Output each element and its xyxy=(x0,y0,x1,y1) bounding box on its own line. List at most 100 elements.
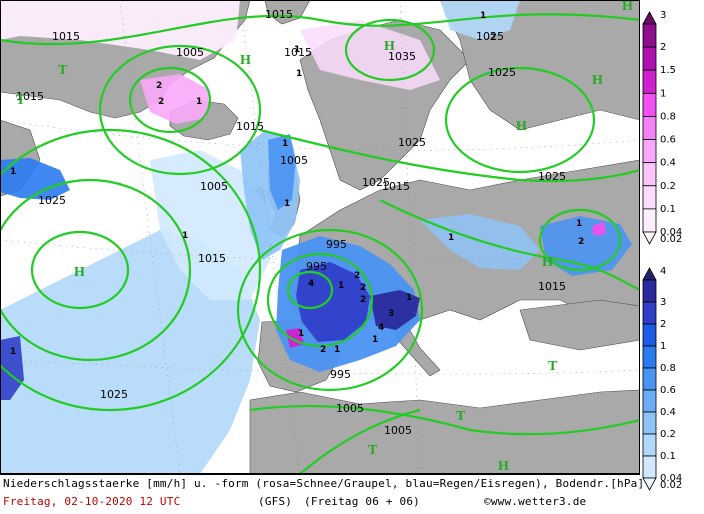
isobar-band-south xyxy=(299,408,421,474)
precip-label: 1 xyxy=(298,329,304,339)
isobar-band-north xyxy=(0,13,640,46)
snow-legend-label: 0.8 xyxy=(660,111,676,122)
rain-legend-swatch xyxy=(642,323,657,347)
snow-legend-top-arrow xyxy=(642,11,657,25)
low-marker: T xyxy=(548,359,558,374)
snow-legend-bottom-arrow xyxy=(642,231,657,245)
isobar-low-france-outer xyxy=(236,228,424,392)
rain-northeast xyxy=(440,0,520,40)
isobar-high-atlantic-outer xyxy=(0,128,262,412)
precip-label: 2 xyxy=(490,33,496,43)
isobar-label: 1015 xyxy=(52,30,80,43)
rain-west-edge xyxy=(0,336,24,400)
rain-legend-label: 4 xyxy=(660,266,666,277)
isobar-high-atlantic-inner xyxy=(30,230,130,310)
isobar-label: 1035 xyxy=(388,50,416,63)
precip-label: 3 xyxy=(388,309,394,319)
rain-alps xyxy=(370,290,420,330)
isobar-label: 1005 xyxy=(200,180,228,193)
snow-legend-label: 2 xyxy=(660,42,666,53)
snow-legend-label: 1 xyxy=(660,88,666,99)
isobar-labels: 1015 1015 1015 1025 1005 1025 1035 1025 … xyxy=(16,8,566,437)
precip-label: 1 xyxy=(448,233,454,243)
precip-label: 1 xyxy=(10,347,16,357)
snow-legend-label: 0.04 xyxy=(660,227,682,238)
isobar-label: 1025 xyxy=(398,136,426,149)
rain-legend-label: 0.1 xyxy=(660,451,676,462)
isobar-label: 1015 xyxy=(538,280,566,293)
snow-legend-label: 1.5 xyxy=(660,65,676,76)
rain-legend-label: 0.04 xyxy=(660,473,682,484)
high-marker: H xyxy=(74,265,85,280)
isobar-label: 995 xyxy=(330,368,351,381)
rain-legend-label: 0.4 xyxy=(660,407,676,418)
isobar-label: 1025 xyxy=(538,170,566,183)
rain-legend-label: 3 xyxy=(660,297,666,308)
isobar-high-russia xyxy=(444,66,596,174)
low-marker: T xyxy=(58,63,68,78)
snow-legend-label: 0.4 xyxy=(660,158,676,169)
isobar-label: 1015 xyxy=(382,180,410,193)
caption-model: (GFS) xyxy=(258,495,293,508)
snow-legend-label: 0.6 xyxy=(660,135,676,146)
isobar-label: 1025 xyxy=(488,66,516,79)
rain-legend-label: 0.8 xyxy=(660,363,676,374)
snow-legend-swatch xyxy=(642,92,657,117)
north-africa xyxy=(249,389,640,474)
snow-scale: 3 2 1.5 1 0.8 0.6 0.4 0.2 0.1 0.040.02 xyxy=(642,10,682,245)
rain-atlantic-mid xyxy=(150,150,270,300)
snow-iceland xyxy=(140,74,210,124)
rain-legend-swatch xyxy=(642,389,657,413)
snow-legend-label: 0.2 xyxy=(660,181,676,192)
snow-black-sea xyxy=(592,222,606,236)
snow-legend-swatch xyxy=(642,162,657,187)
isobar-label: 1005 xyxy=(336,402,364,415)
precip-legend: 321.510.80.60.40.20.10.040.02 43210.80.6… xyxy=(640,0,704,513)
snow-legend-label: 3 xyxy=(660,10,666,21)
isobar-label: 1015 xyxy=(198,252,226,265)
rain-legend-bottom-arrow xyxy=(642,477,657,491)
isobar-label: 1025 xyxy=(476,30,504,43)
precip-label: 2 xyxy=(156,81,162,91)
rain-legend-label: 0.2 xyxy=(660,429,676,440)
precipitation-pressure-map: 1015 1015 1015 1025 1005 1025 1035 1025 … xyxy=(0,0,640,474)
snow-legend-swatch xyxy=(642,116,657,140)
low-marker: T xyxy=(16,93,26,108)
precip-label: 1 xyxy=(284,199,290,209)
rain-legend-top-arrow xyxy=(642,267,657,281)
precip-label: 4 xyxy=(308,279,314,289)
snow-legend-swatch xyxy=(642,185,657,210)
low-marker: T xyxy=(456,409,466,424)
isobar-low-black-sea xyxy=(538,208,622,272)
precip-label: 1 xyxy=(282,139,288,149)
precip-label: 2 xyxy=(360,295,366,305)
precip-label: 1 xyxy=(10,167,16,177)
rain-legend-label: 0.02 xyxy=(660,480,682,491)
isobar-label: 1015 xyxy=(265,8,293,21)
precip-label: 2 xyxy=(354,271,360,281)
precip-label: 1 xyxy=(182,231,188,241)
precip-label: 2 xyxy=(578,237,584,247)
high-marker: H xyxy=(542,255,553,270)
isobar-label: 1005 xyxy=(176,46,204,59)
precip-label: 2 xyxy=(320,345,326,355)
precip-label: 1 xyxy=(372,335,378,345)
isobar-high-scandinavia xyxy=(344,18,436,82)
low-marker: T xyxy=(368,443,378,458)
rain-legend-swatch xyxy=(642,279,657,303)
isobar-label: 1025 xyxy=(362,176,390,189)
precip-label: 1 xyxy=(406,293,412,303)
isobar-label: 995 xyxy=(306,260,327,273)
rain-legend-swatch xyxy=(642,367,657,391)
isobars xyxy=(0,13,640,474)
high-marker: H xyxy=(592,73,603,88)
isobar-label: 1025 xyxy=(38,194,66,207)
rain-scale: 4 3 2 1 0.8 0.6 0.4 0.2 0.1 0.040.02 xyxy=(642,266,682,491)
rain-baltic xyxy=(420,214,540,270)
isobar-label: 1015 xyxy=(284,46,312,59)
isobar-label: 1005 xyxy=(384,424,412,437)
snow-areas xyxy=(0,0,606,348)
rain-legend-swatch xyxy=(642,433,657,457)
isobar-label: 1025 xyxy=(100,388,128,401)
